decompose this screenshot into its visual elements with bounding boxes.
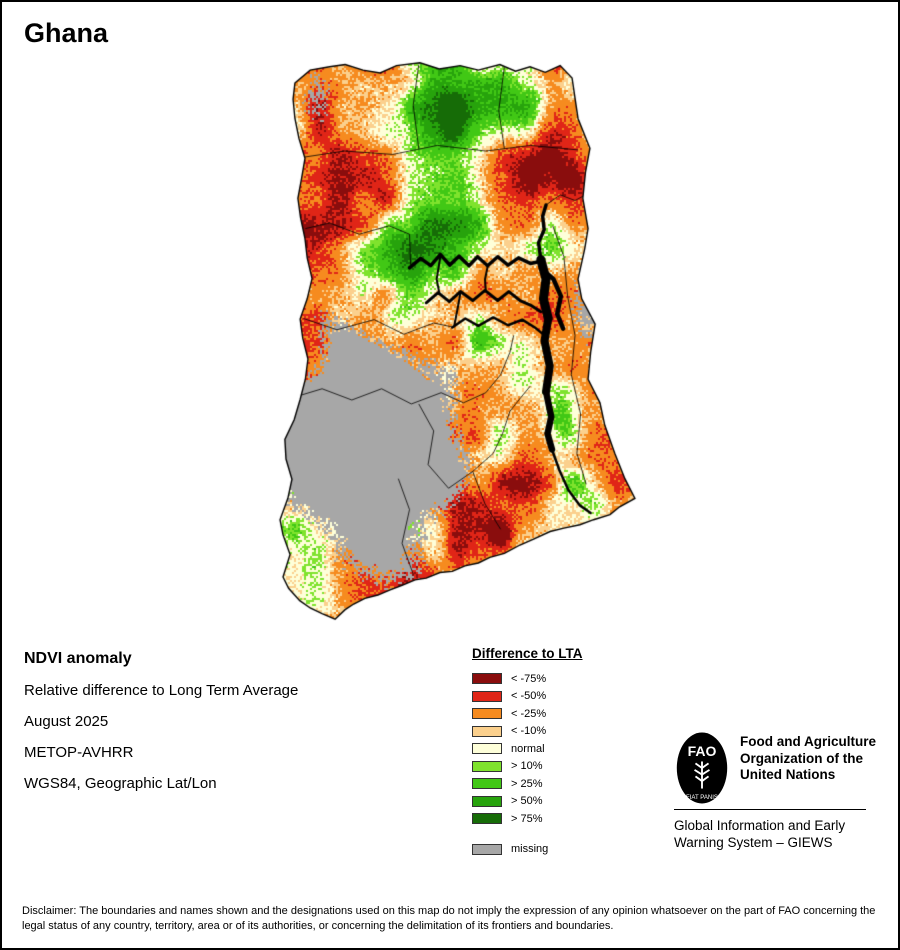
- legend-item: missing: [472, 841, 583, 859]
- info-line-sensor: METOP-AVHRR: [24, 744, 134, 761]
- fao-motto-text: FIAT PANIS: [686, 795, 718, 801]
- wheat-icon: [694, 761, 710, 789]
- legend-item: > 10%: [472, 758, 583, 776]
- legend-label: > 75%: [511, 812, 543, 825]
- fao-logo: FAO FIAT PANIS: [676, 732, 728, 804]
- legend-label: < -50%: [511, 690, 547, 703]
- legend-title: Difference to LTA: [472, 646, 583, 661]
- legend-label: < -10%: [511, 725, 547, 738]
- fao-divider: [674, 809, 866, 810]
- legend: Difference to LTA < -75% < -50% < -25% < -1…: [472, 646, 583, 858]
- map-info-block: NDVI anomaly Relative difference to Long…: [24, 650, 298, 806]
- legend-swatch: [472, 760, 502, 772]
- legend-swatch: [472, 813, 502, 825]
- legend-swatch: [472, 725, 502, 737]
- legend-swatch: [472, 795, 502, 807]
- fao-logo-text: FAO: [688, 743, 717, 759]
- page-title: Ghana: [24, 18, 109, 48]
- legend-item: normal: [472, 740, 583, 758]
- legend-item: < -75%: [472, 670, 583, 688]
- legend-swatch: [472, 778, 502, 790]
- legend-label: normal: [511, 742, 545, 755]
- legend-swatch: [472, 708, 502, 720]
- legend-label: missing: [511, 843, 549, 856]
- legend-label: < -75%: [511, 672, 547, 685]
- legend-item: < -25%: [472, 705, 583, 723]
- legend-label: > 25%: [511, 777, 543, 790]
- legend-swatch: [472, 843, 502, 855]
- legend-item: > 50%: [472, 793, 583, 811]
- legend-item: < -50%: [472, 688, 583, 706]
- legend-label: > 50%: [511, 795, 543, 808]
- fao-org-name: Food and Agriculture Organization of the…: [740, 734, 876, 782]
- legend-swatch: [472, 673, 502, 685]
- legend-label: < -25%: [511, 707, 547, 720]
- legend-label: > 10%: [511, 760, 543, 773]
- legend-item: < -10%: [472, 723, 583, 741]
- giews-label: Global Information and Early Warning Sys…: [674, 818, 846, 850]
- legend-item: > 75%: [472, 810, 583, 828]
- legend-swatch: [472, 743, 502, 755]
- legend-swatch: [472, 690, 502, 702]
- info-line-projection: WGS84, Geographic Lat/Lon: [24, 775, 217, 792]
- legend-items: < -75% < -50% < -25% < -10% normal > 10% > 25%…: [472, 670, 583, 858]
- ghana-map: [270, 60, 642, 622]
- legend-item: > 25%: [472, 775, 583, 793]
- info-line-description: Relative difference to Long Term Average: [24, 682, 299, 699]
- info-heading: NDVI anomaly: [24, 650, 132, 667]
- disclaimer-text: Disclaimer: The boundaries and names sho…: [22, 905, 876, 932]
- ndvi-map-canvas: [270, 60, 642, 622]
- info-line-date: August 2025: [24, 713, 109, 730]
